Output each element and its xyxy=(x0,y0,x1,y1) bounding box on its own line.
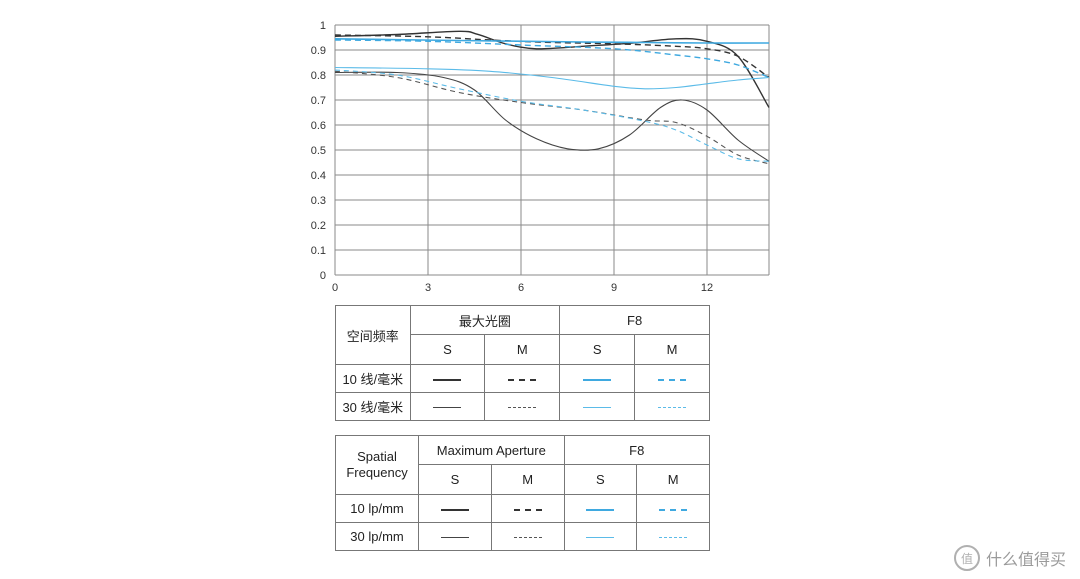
zhi-icon: 值 xyxy=(953,545,980,571)
x-tick-label: 9 xyxy=(611,282,617,294)
col-s-max: S xyxy=(418,464,492,495)
row-label-30: 30 线/毫米 xyxy=(335,392,411,421)
col-m-f8: M xyxy=(636,464,710,495)
series-line-f8-30-S xyxy=(334,66,770,90)
series-line-max-30-S xyxy=(334,71,770,162)
series-line-f8-30-M xyxy=(334,69,770,162)
col-m-f8: M xyxy=(634,334,710,365)
y-tick-label: 0.1 xyxy=(311,245,326,257)
row-label-10: 10 lp/mm xyxy=(334,494,420,523)
swatch-f8-30-s xyxy=(563,522,638,551)
f8-header: F8 xyxy=(563,435,711,465)
y-tick-label: 0.2 xyxy=(311,220,326,232)
f8-header: F8 xyxy=(559,305,710,335)
swatch-f8-30-m xyxy=(634,392,710,421)
swatch-max-30-m xyxy=(484,392,561,421)
series-line-max-10-M xyxy=(334,34,770,79)
mtf-chart: 0 0.1 0.2 0.3 0.4 0.5 0.6 0.7 0.8 0.9 1 0 3 6 9 12 xyxy=(311,20,770,294)
swatch-f8-10-s xyxy=(559,364,636,393)
x-tick-label: 3 xyxy=(425,282,431,294)
spatial-frequency-header: 空间频率 xyxy=(335,305,411,365)
col-s-f8: S xyxy=(559,334,636,365)
x-tick-label: 6 xyxy=(518,282,524,294)
swatch-max-30-s xyxy=(418,522,492,551)
swatch-f8-10-m xyxy=(634,364,710,393)
legend-table-chinese: 空间频率 最大光圈 F8 S M S M 10 线/毫米 30 线/毫米 xyxy=(335,305,710,421)
watermark: 值 什么值得买 xyxy=(953,545,1066,571)
col-s-f8: S xyxy=(563,464,638,495)
y-tick-label: 0.9 xyxy=(311,45,326,57)
swatch-max-10-m xyxy=(484,364,561,393)
series-line-max-30-M xyxy=(334,70,770,165)
y-tick-label: 0.3 xyxy=(311,195,326,207)
col-m-max: M xyxy=(490,464,565,495)
y-tick-label: 0.6 xyxy=(311,120,326,132)
swatch-f8-10-m xyxy=(636,494,710,523)
row-label-10: 10 线/毫米 xyxy=(335,364,411,393)
row-label-30: 30 lp/mm xyxy=(334,522,420,551)
series-line-max-10-S xyxy=(334,30,770,108)
y-tick-label: 1 xyxy=(320,20,326,32)
max-aperture-header: 最大光圈 xyxy=(409,305,561,335)
swatch-max-10-s xyxy=(418,494,492,523)
swatch-max-30-m xyxy=(490,522,565,551)
y-tick-label: 0.7 xyxy=(311,95,326,107)
y-tick-label: 0.5 xyxy=(311,145,326,157)
swatch-f8-10-s xyxy=(563,494,638,523)
swatch-max-30-s xyxy=(409,392,486,421)
y-tick-label: 0.4 xyxy=(311,170,326,182)
swatch-f8-30-s xyxy=(559,392,636,421)
watermark-text: 什么值得买 xyxy=(985,550,1066,569)
spatial-frequency-header: Spatial Frequency xyxy=(334,435,420,495)
legend-table-english: Spatial Frequency Maximum Aperture F8 S … xyxy=(334,435,711,551)
y-tick-label: 0 xyxy=(320,270,326,282)
col-m-max: M xyxy=(484,334,561,365)
swatch-max-10-s xyxy=(409,364,486,393)
swatch-f8-30-m xyxy=(636,522,710,551)
col-s-max: S xyxy=(409,334,486,365)
max-aperture-header: Maximum Aperture xyxy=(418,435,565,465)
swatch-max-10-m xyxy=(490,494,565,523)
x-tick-label: 12 xyxy=(701,282,713,294)
series-line-f8-10-M xyxy=(334,39,770,79)
series-line-f8-10-S xyxy=(334,38,770,44)
y-tick-label: 0.8 xyxy=(311,70,326,82)
x-tick-label: 0 xyxy=(332,282,338,294)
